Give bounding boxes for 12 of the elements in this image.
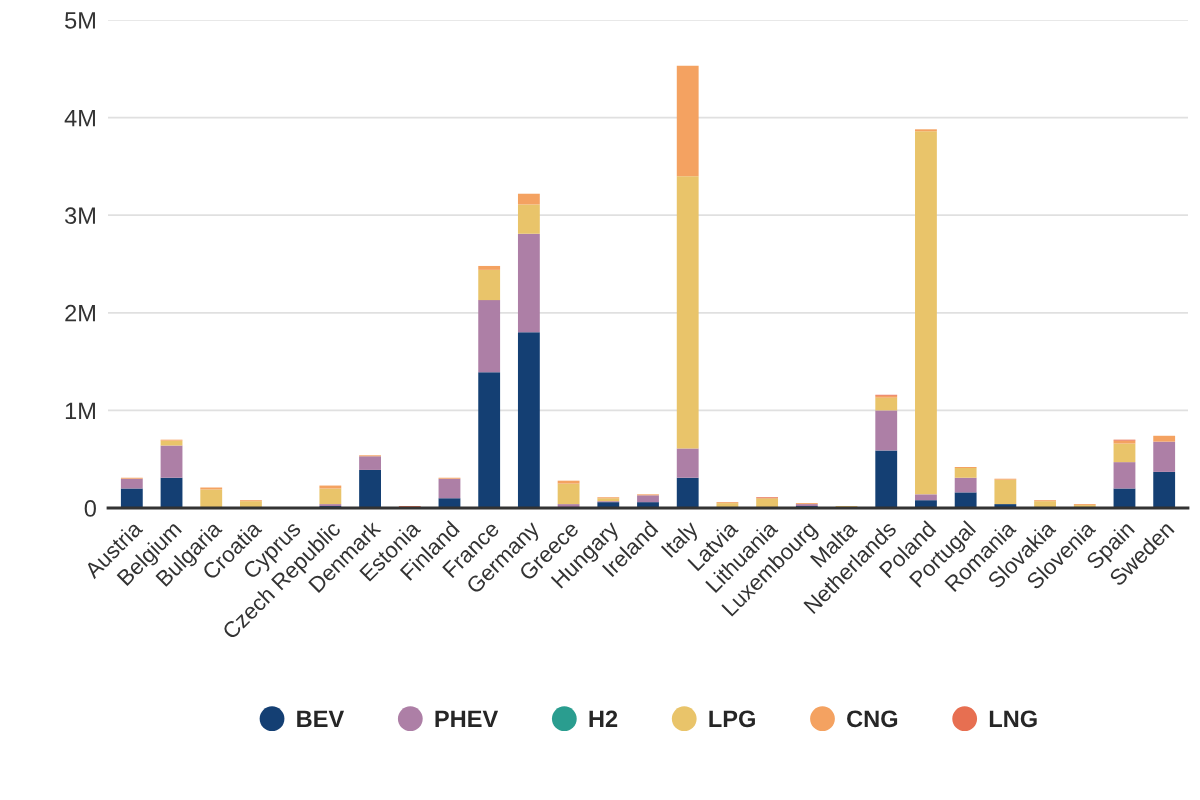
- legend-label: LPG: [709, 710, 755, 728]
- legend-label: BEV: [297, 710, 345, 727]
- legend-label: H2: [589, 710, 618, 727]
- y-tick-label: 5M: [65, 12, 95, 29]
- y-tick-label: 3M: [64, 207, 95, 224]
- y-tick-label: 4M: [64, 109, 95, 127]
- y-tick-label: 2M: [65, 304, 95, 322]
- legend-label: PHEV: [435, 710, 499, 727]
- y-tick-label: 0: [84, 500, 96, 517]
- legend-label: LNG: [989, 710, 1037, 728]
- legend-label: CNG: [847, 710, 898, 728]
- y-tick-label: 1M: [65, 402, 95, 419]
